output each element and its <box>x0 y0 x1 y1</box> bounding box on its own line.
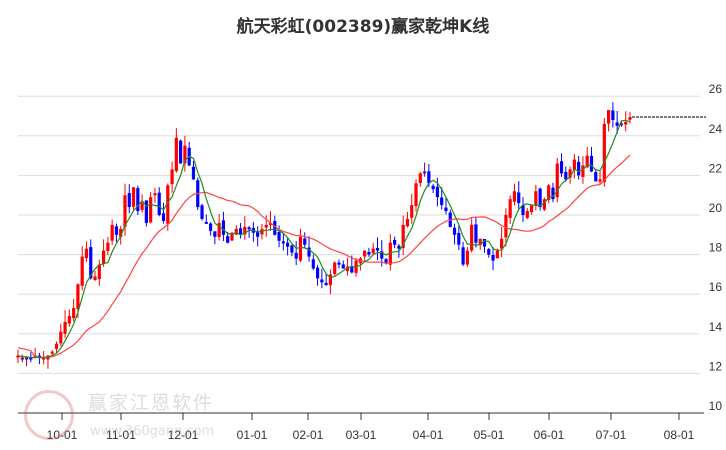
y-axis-labels: 10 12 14 16 18 20 22 24 26 <box>709 82 723 413</box>
svg-text:04-01: 04-01 <box>413 428 444 442</box>
svg-text:18: 18 <box>709 241 723 255</box>
svg-text:07-01: 07-01 <box>596 428 627 442</box>
svg-text:26: 26 <box>709 82 723 96</box>
svg-text:10: 10 <box>709 399 723 413</box>
short-moving-average-line <box>17 119 631 359</box>
svg-text:16: 16 <box>709 280 723 294</box>
svg-text:24: 24 <box>709 122 723 136</box>
svg-text:03-01: 03-01 <box>346 428 377 442</box>
x-axis: 10-01 11-01 12-01 01-01 02-01 03-01 04-01 05-01… <box>18 412 704 442</box>
svg-text:22: 22 <box>709 161 723 175</box>
svg-text:05-01: 05-01 <box>474 428 505 442</box>
svg-text:02-01: 02-01 <box>293 428 324 442</box>
svg-text:20: 20 <box>709 201 723 215</box>
svg-text:11-01: 11-01 <box>106 428 136 442</box>
svg-text:10-01: 10-01 <box>47 428 78 442</box>
chart-title: 航天彩虹(002389)赢家乾坤K线 <box>236 17 490 37</box>
svg-text:08-01: 08-01 <box>664 428 695 442</box>
svg-text:12: 12 <box>709 359 723 373</box>
candlesticks <box>16 102 632 369</box>
gridlines <box>18 95 700 374</box>
svg-text:01-01: 01-01 <box>237 428 268 442</box>
svg-text:14: 14 <box>709 320 723 334</box>
svg-text:06-01: 06-01 <box>534 428 565 442</box>
svg-text:12-01: 12-01 <box>168 428 199 442</box>
long-moving-average-line <box>17 154 631 358</box>
